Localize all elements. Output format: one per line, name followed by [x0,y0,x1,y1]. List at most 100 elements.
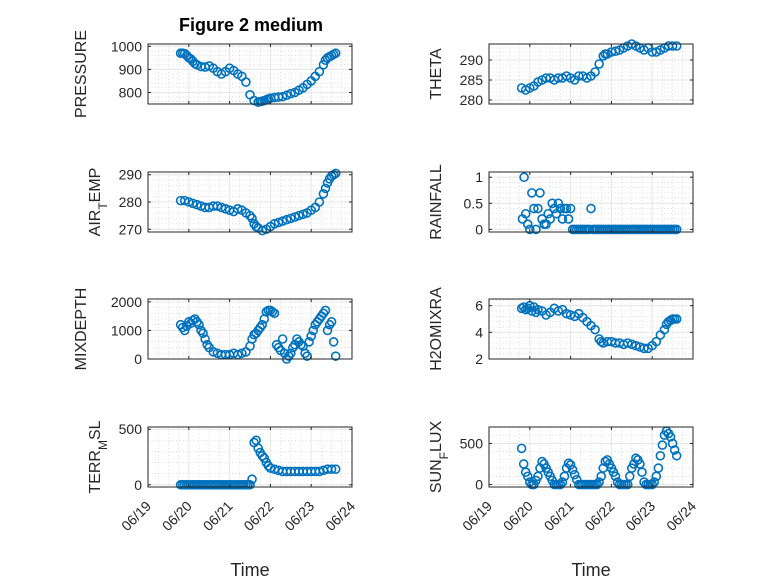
data-point [267,307,278,317]
data-point [277,216,288,226]
data-point [524,224,535,235]
axes-frame [488,298,694,360]
data-point [555,203,566,214]
data-point [520,208,531,219]
data-point [184,197,194,207]
data-point [314,197,325,207]
data-point [590,324,600,335]
y-axis-label: AIRTEMP [87,168,110,237]
y-tick-label: 2000 [111,294,142,310]
data-point [245,479,255,490]
y-axis-label: RAINFALL [428,164,445,240]
data-point [304,337,314,347]
data-point [247,213,257,224]
data-point [553,198,564,209]
x-tick-label: 06/23 [622,498,658,534]
data-point [320,305,331,316]
data-point [194,319,204,330]
axes-frame [488,43,694,105]
x-tick-label: 06/19 [118,498,154,534]
data-point [519,172,529,183]
data-point [232,204,243,214]
data-point [651,336,662,347]
y-tick-label: 4 [475,324,483,340]
axes-frame [147,426,353,488]
data-point [326,464,337,475]
subplot-7: 0 500 TERRMSL 06/19 06/20 06/21 06/22 06/23 06/2… [87,420,358,580]
x-axis-label: Time [571,560,610,580]
data-point [586,203,596,214]
data-point [247,474,257,485]
data-point [253,443,263,453]
data-point [555,479,566,490]
data-point [328,337,339,347]
data-point [237,348,247,359]
data-point [655,450,666,461]
data-point [610,471,621,482]
data-point [665,315,676,326]
y-tick-label: 0 [134,351,142,367]
data-point [547,198,558,209]
data-point [318,59,329,70]
y-axis-label: THETA [428,48,445,100]
y-tick-label: 270 [119,221,143,237]
data-point [626,339,637,350]
data-point [657,440,668,450]
data-point [594,477,604,487]
subplot-8: 0 500 SUNFLUX 06/19 06/20 06/21 06/22 06/23 06/2… [428,421,699,580]
data-point [216,202,227,213]
data-point [639,343,649,354]
data-point [561,308,572,319]
data-point [622,338,633,348]
y-tick-label: 2 [475,351,483,367]
data-point [330,168,341,179]
x-tick-label: 06/24 [663,498,699,534]
y-tick-label: 285 [460,72,484,88]
data-point [188,198,198,209]
data-point [245,210,255,221]
data-point [533,304,543,315]
y-axis-label: PRESSURE [73,30,90,118]
data-point [537,456,547,467]
data-point [308,325,319,336]
data-point [531,224,541,235]
subplot-4: 0 0.5 1 RAINFALL [428,164,694,240]
data-point [594,59,604,69]
data-point [257,225,268,236]
data-point [285,88,296,99]
data-point [637,467,647,478]
data-point [667,438,678,449]
data-point [330,48,341,59]
data-point [590,67,600,77]
data-point [649,477,660,487]
axes-frame [147,43,353,105]
data-point [529,203,539,214]
data-point [653,463,664,473]
y-tick-label: 0 [475,477,483,493]
y-tick-label: 1000 [111,322,142,338]
data-point [198,328,208,339]
y-tick-label: 1 [475,169,483,185]
y-axis-label: H2OMIXRA [428,287,445,371]
data-point [220,204,231,214]
data-point [565,460,576,470]
x-tick-label: 06/20 [159,498,195,534]
figure-title: Figure 2 medium [179,15,323,35]
data-point [277,91,288,102]
data-point [592,479,602,490]
data-point [596,336,607,347]
y-tick-label: 290 [460,52,484,68]
y-tick-label: 0 [134,477,142,493]
data-point [671,224,682,235]
data-point [518,459,529,469]
data-point [545,214,556,224]
data-point [610,46,621,57]
data-point [557,214,568,224]
data-point [659,324,670,335]
y-tick-label: 0 [475,221,483,237]
data-point [557,477,568,487]
data-point [290,212,300,222]
data-point [330,464,341,475]
data-point [212,201,223,211]
data-point [669,445,680,455]
